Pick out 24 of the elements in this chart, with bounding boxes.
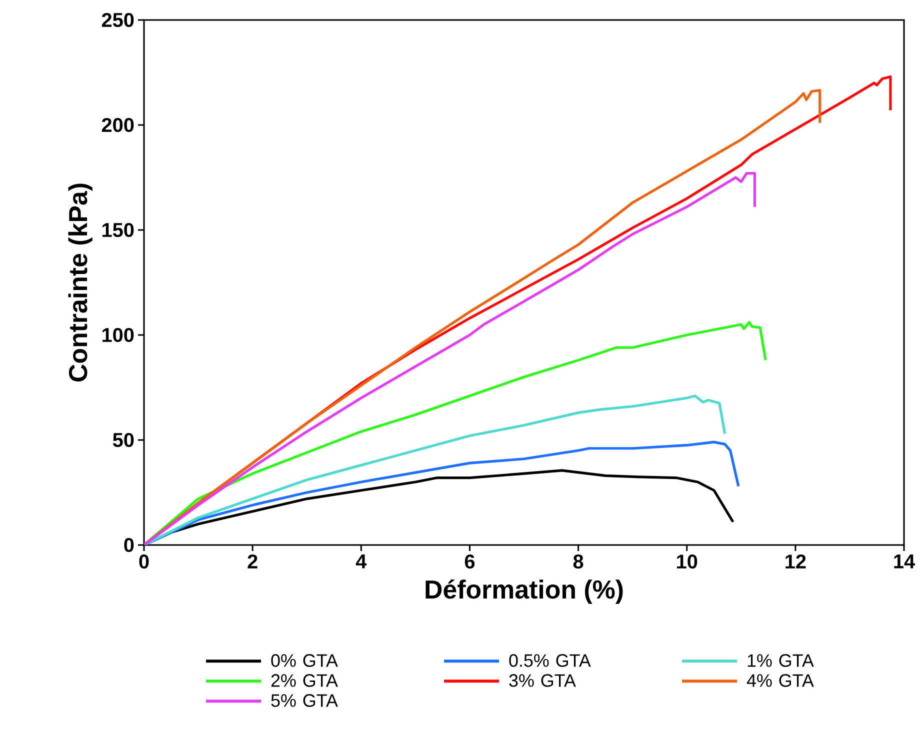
legend-label: 3% GTA (509, 674, 576, 687)
line-series (144, 321, 767, 545)
x-tick-label: 0 (139, 554, 149, 569)
y-tick-label: 250 (102, 12, 134, 28)
legend-label: 5% GTA (271, 694, 338, 707)
x-tick-label: 4 (356, 554, 367, 568)
y-tick-label: 100 (102, 328, 134, 342)
x-tick-label: 6 (464, 554, 475, 569)
x-tick-label: 10 (677, 554, 698, 569)
y-tick-label: 200 (102, 118, 134, 132)
x-tick-label: 8 (573, 554, 584, 569)
y-tick-label: 0 (124, 538, 134, 552)
legend-label: 4% GTA (746, 674, 814, 687)
y-tick-label: 150 (102, 222, 134, 238)
x-tick-label: 2 (248, 554, 258, 568)
y-tick-label: 50 (112, 432, 134, 448)
x-axis-title: Déformation (%) (426, 579, 623, 604)
x-tick-label: 12 (786, 554, 806, 568)
y-axis-title: Contrainte (kPa) (68, 184, 92, 382)
legend-label: 2% GTA (271, 674, 338, 687)
x-tick-label: 14 (894, 554, 915, 568)
legend-label: 0% GTA (271, 654, 338, 667)
legend-label: 0.5% GTA (509, 654, 591, 667)
legend-label: 1% GTA (748, 654, 814, 667)
